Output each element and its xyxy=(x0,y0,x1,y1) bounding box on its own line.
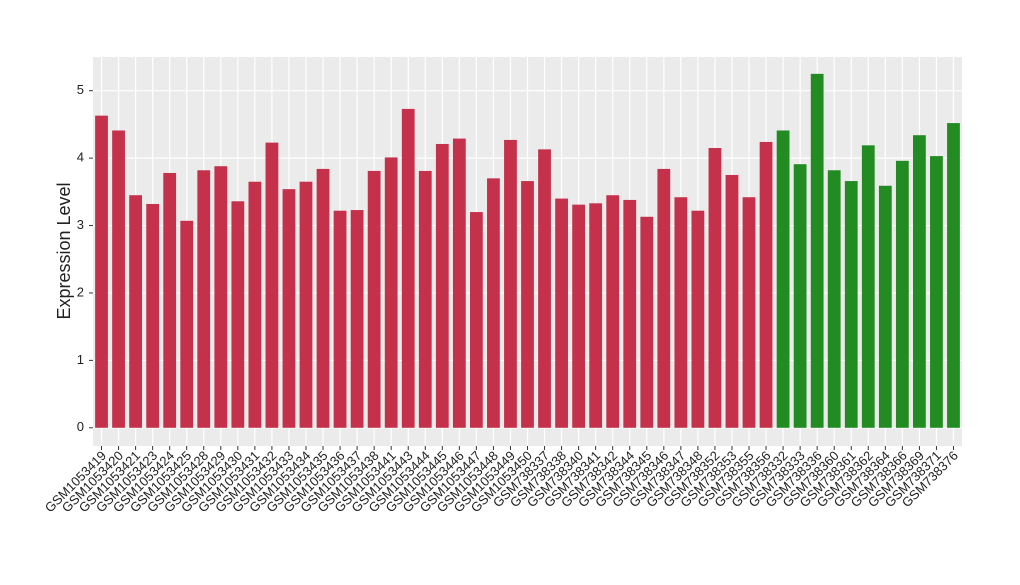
y-axis-title: Expression Level xyxy=(54,182,74,319)
bar xyxy=(708,148,722,428)
bar xyxy=(895,160,909,428)
bar xyxy=(606,195,620,428)
bar xyxy=(844,181,858,428)
bar xyxy=(435,143,449,428)
bar xyxy=(776,130,790,428)
bar xyxy=(95,115,108,428)
bar xyxy=(214,166,228,428)
bar xyxy=(725,174,739,428)
bar xyxy=(299,181,313,428)
bar xyxy=(316,168,330,428)
bar xyxy=(452,138,466,428)
y-tick-label: 1 xyxy=(77,352,84,367)
bar xyxy=(504,139,517,428)
bar xyxy=(930,156,943,428)
bar xyxy=(572,204,586,428)
bar xyxy=(878,185,892,428)
bar xyxy=(146,203,160,428)
bar xyxy=(521,181,534,428)
bar xyxy=(589,203,603,428)
y-tick-label: 0 xyxy=(77,419,84,434)
bar xyxy=(401,108,415,428)
bar xyxy=(469,212,483,428)
bar xyxy=(810,73,824,428)
bar xyxy=(555,198,568,428)
bar xyxy=(265,142,279,428)
bar xyxy=(640,216,654,428)
y-tick-label: 2 xyxy=(77,284,84,299)
bar xyxy=(793,164,807,428)
bar xyxy=(248,181,262,428)
bar xyxy=(180,220,194,428)
bar xyxy=(861,145,875,428)
bar xyxy=(367,170,381,428)
bar xyxy=(384,157,398,428)
y-tick-label: 3 xyxy=(77,217,84,232)
bar xyxy=(759,141,773,428)
bar xyxy=(827,170,841,428)
bar xyxy=(418,170,432,428)
bar xyxy=(282,189,296,428)
bar xyxy=(913,135,926,428)
bar xyxy=(657,168,671,428)
y-tick-label: 4 xyxy=(77,150,84,165)
y-tick-label: 5 xyxy=(77,82,84,97)
bar xyxy=(163,172,177,428)
bar xyxy=(623,199,637,428)
bar xyxy=(350,210,364,428)
bar xyxy=(538,149,551,428)
bar xyxy=(197,170,211,428)
bar xyxy=(947,123,960,428)
bar xyxy=(333,210,347,428)
bar xyxy=(487,178,500,428)
bar xyxy=(674,197,688,428)
bar xyxy=(129,195,142,428)
bar xyxy=(112,130,125,428)
bar xyxy=(742,197,756,428)
bar xyxy=(231,201,245,428)
bar xyxy=(691,210,705,428)
